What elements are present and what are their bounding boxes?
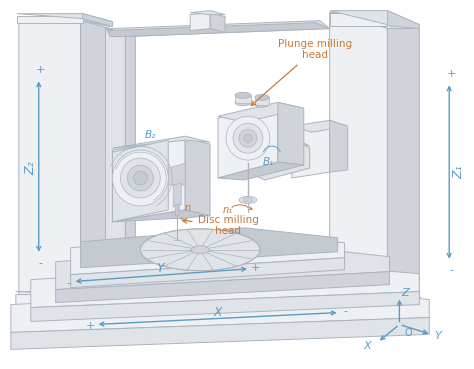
Ellipse shape xyxy=(233,123,263,153)
Ellipse shape xyxy=(239,196,257,203)
Polygon shape xyxy=(190,11,225,15)
Polygon shape xyxy=(278,102,304,165)
Ellipse shape xyxy=(191,246,209,254)
Text: -: - xyxy=(449,265,453,275)
Polygon shape xyxy=(329,13,419,28)
Polygon shape xyxy=(173,183,181,207)
Polygon shape xyxy=(218,162,304,180)
Text: -: - xyxy=(39,258,43,268)
Ellipse shape xyxy=(120,158,160,198)
Polygon shape xyxy=(81,228,337,268)
Polygon shape xyxy=(17,14,112,22)
Polygon shape xyxy=(17,15,82,23)
Text: Z₂: Z₂ xyxy=(24,161,37,175)
Polygon shape xyxy=(106,28,136,37)
Polygon shape xyxy=(112,138,185,222)
Polygon shape xyxy=(329,13,387,25)
Polygon shape xyxy=(55,245,390,290)
Ellipse shape xyxy=(226,116,270,160)
Polygon shape xyxy=(126,32,136,296)
Polygon shape xyxy=(190,13,210,31)
Text: Plunge milling
head: Plunge milling head xyxy=(251,39,352,106)
Polygon shape xyxy=(19,21,81,310)
Polygon shape xyxy=(71,258,345,287)
Polygon shape xyxy=(11,317,429,349)
Ellipse shape xyxy=(255,94,269,100)
Ellipse shape xyxy=(239,129,257,147)
Ellipse shape xyxy=(128,165,153,191)
Polygon shape xyxy=(31,264,419,307)
Polygon shape xyxy=(16,292,112,300)
Polygon shape xyxy=(235,95,251,103)
Ellipse shape xyxy=(243,198,253,202)
Polygon shape xyxy=(329,120,347,172)
Polygon shape xyxy=(82,294,112,317)
Polygon shape xyxy=(110,21,329,37)
Polygon shape xyxy=(292,120,347,132)
Polygon shape xyxy=(185,138,210,216)
Text: Z₁: Z₁ xyxy=(453,165,465,179)
Ellipse shape xyxy=(255,101,269,107)
Polygon shape xyxy=(82,14,112,27)
Text: X: X xyxy=(214,306,222,319)
Text: Y: Y xyxy=(156,262,164,275)
Text: B₁: B₁ xyxy=(262,157,273,167)
Polygon shape xyxy=(248,138,310,153)
Text: +: + xyxy=(251,263,261,273)
Polygon shape xyxy=(218,102,304,122)
Polygon shape xyxy=(112,140,168,222)
Polygon shape xyxy=(81,21,110,300)
Polygon shape xyxy=(11,290,429,332)
Ellipse shape xyxy=(235,92,251,98)
Text: -: - xyxy=(67,277,71,287)
Polygon shape xyxy=(106,28,126,292)
Polygon shape xyxy=(255,97,269,105)
Polygon shape xyxy=(19,18,110,27)
Polygon shape xyxy=(392,294,421,314)
Text: B₂: B₂ xyxy=(145,130,156,140)
Ellipse shape xyxy=(133,171,147,185)
Text: Disc milling
head: Disc milling head xyxy=(182,215,258,237)
Polygon shape xyxy=(112,136,210,148)
Polygon shape xyxy=(168,163,185,185)
Polygon shape xyxy=(108,23,329,37)
Text: +: + xyxy=(86,321,95,331)
Polygon shape xyxy=(387,13,419,297)
Text: n₁: n₁ xyxy=(223,205,233,215)
Polygon shape xyxy=(112,210,210,222)
Text: n: n xyxy=(185,203,191,213)
Polygon shape xyxy=(31,292,419,321)
Ellipse shape xyxy=(112,150,168,206)
Text: +: + xyxy=(447,69,456,79)
Polygon shape xyxy=(175,204,179,216)
Polygon shape xyxy=(218,104,278,178)
Polygon shape xyxy=(16,294,82,324)
Ellipse shape xyxy=(244,134,252,142)
Polygon shape xyxy=(248,140,310,180)
Polygon shape xyxy=(387,11,419,28)
Text: -: - xyxy=(344,307,347,317)
Polygon shape xyxy=(71,233,345,275)
Text: O: O xyxy=(404,328,412,338)
Text: X: X xyxy=(364,341,372,351)
Polygon shape xyxy=(329,11,419,25)
Polygon shape xyxy=(210,13,225,32)
Text: Y: Y xyxy=(434,331,441,341)
Polygon shape xyxy=(292,122,329,178)
Ellipse shape xyxy=(235,99,251,106)
Polygon shape xyxy=(55,272,390,303)
Polygon shape xyxy=(325,292,421,297)
Polygon shape xyxy=(329,13,387,310)
Ellipse shape xyxy=(140,229,260,271)
Text: Z: Z xyxy=(401,287,409,297)
Text: +: + xyxy=(36,65,46,75)
Polygon shape xyxy=(325,294,392,324)
